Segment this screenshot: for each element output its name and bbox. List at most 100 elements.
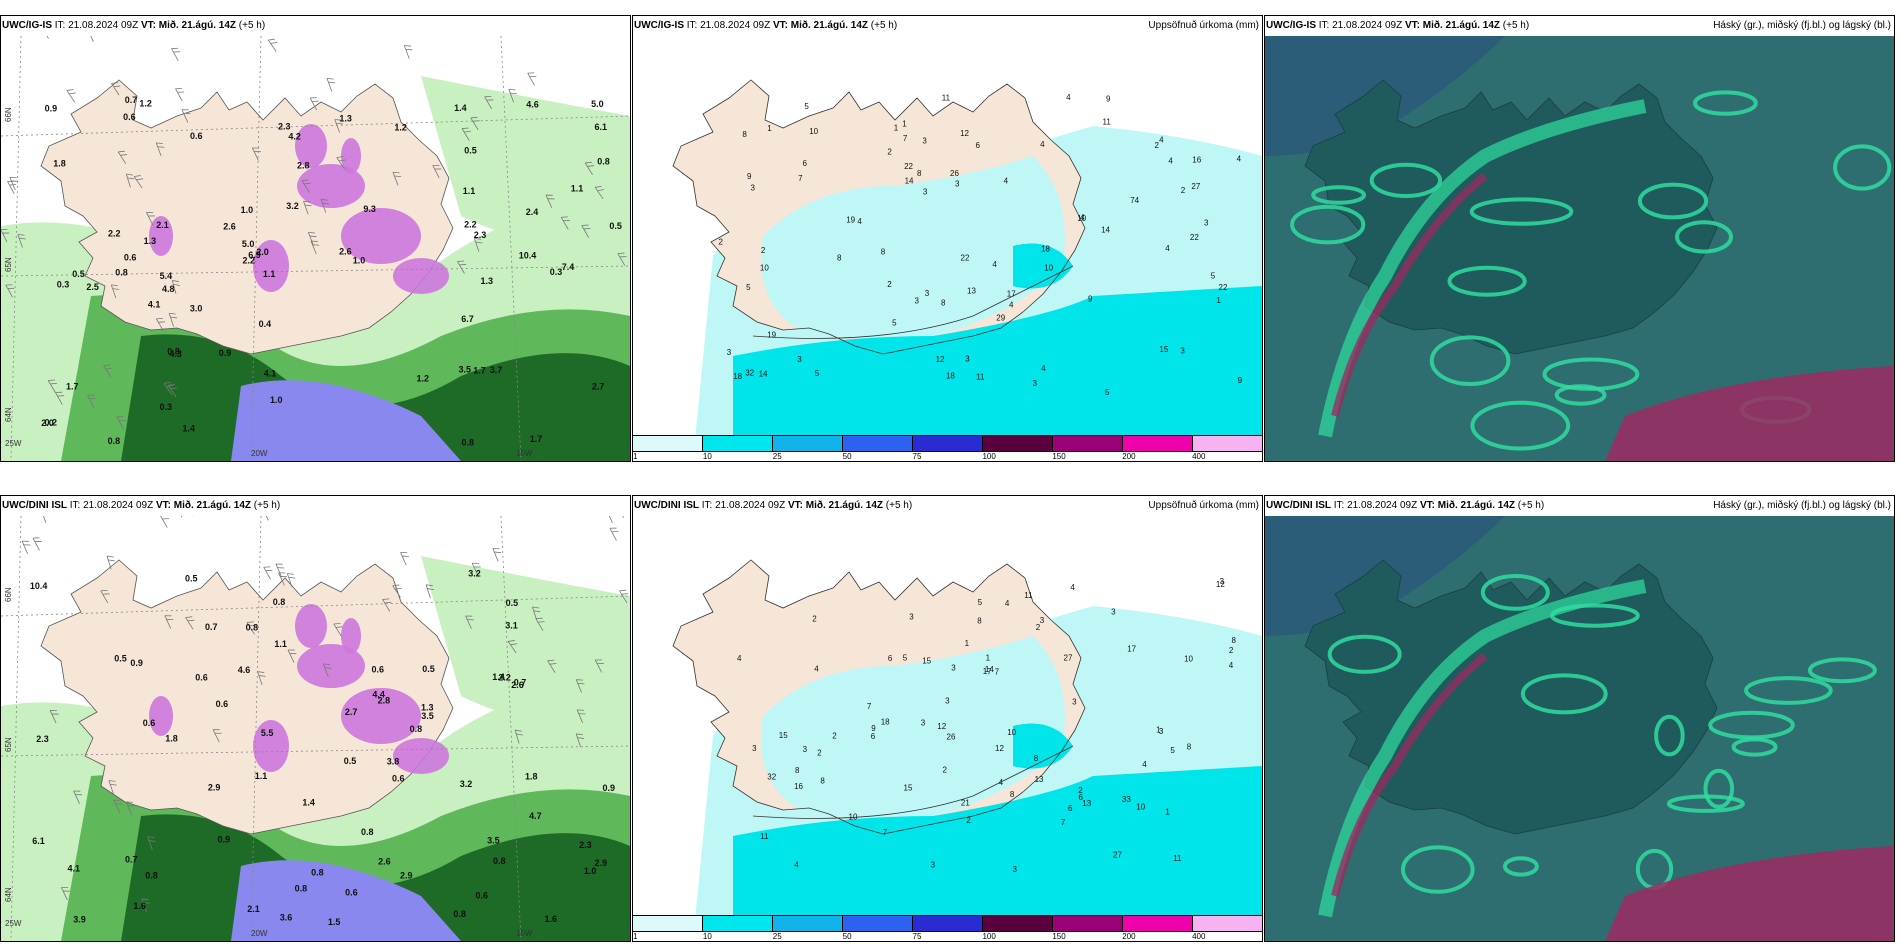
weather-map[interactable]: 66N 65N 64N 25W 20W 15W 0.9 0.5 0.6 0.7 0.5 0.6 0.5 0… (1, 516, 630, 941)
precip-value-label: 10.4 (30, 581, 48, 591)
precip-value-label: 2.9 (208, 783, 221, 793)
accum-value-label: 3 (797, 355, 802, 364)
weather-map[interactable]: 1 3 15 5 1 2 2 3 2 2 5 4 3 2 4 1 2 3 3 3 8 3 5 7 6 3 9 8 3 4 7 8 10 17 14 1… (633, 516, 1262, 941)
precip-blob (393, 738, 449, 774)
precip-value-label: 0.6 (123, 112, 136, 122)
map-canvas (1265, 516, 1894, 941)
accum-value-label: 10 (1184, 655, 1193, 664)
accum-value-label: 9 (747, 172, 752, 181)
wind-barb (181, 109, 191, 123)
precip-value-label: 2.8 (378, 696, 391, 706)
wind-barb (252, 147, 261, 161)
accum-value-label: 11 (1173, 854, 1182, 863)
accum-value-label: 8 (1034, 754, 1039, 763)
wind-barb (575, 733, 585, 748)
precip-value-label: 0.8 (493, 856, 506, 866)
accum-value-label: 5 (815, 369, 820, 378)
precip-value-label: 4.2 (288, 132, 301, 142)
accum-value-label: 13 (1082, 799, 1091, 808)
precip-area-light (1013, 723, 1073, 769)
accum-value-label: 1 (1165, 808, 1170, 817)
accum-value-label: 3 (915, 297, 920, 306)
wind-barb (471, 562, 481, 577)
weather-map[interactable] (1265, 36, 1894, 461)
precip-value-label: 2.7 (592, 382, 605, 392)
vt-value: Mið. 21.ágú. 14Z (1422, 20, 1500, 31)
model-name: UWC/DINI ISL (634, 500, 699, 511)
precip-area-light (1013, 243, 1073, 289)
accum-value-label: 1 (1156, 726, 1161, 735)
accum-value-label: 10 (1044, 264, 1053, 273)
wind-barb (73, 790, 83, 804)
wind-barb (171, 47, 181, 61)
accum-value-label: 2 (1036, 623, 1041, 632)
latitude-label: 64N (4, 887, 13, 902)
legend-swatch (913, 436, 983, 451)
wind-barb (535, 617, 545, 631)
precip-value-label: 7.4 (562, 262, 575, 272)
precip-value-label: 4.4 (372, 690, 385, 700)
precip-value-label: 0.8 (115, 267, 128, 277)
precip-value-label: 0.5 (72, 269, 85, 279)
precip-value-label: 1.2 (139, 99, 152, 109)
weather-map[interactable]: 66N 65N 64N 25W 20W 15W 0.6 0.9 1.0 1.0 0.5 1.3 1.0 1… (1, 36, 630, 461)
legend-swatch (703, 916, 773, 931)
cloud-contour (1470, 400, 1571, 451)
lead-time: (+5 h) (870, 20, 898, 31)
wind-barb (159, 516, 170, 528)
precip-value-label: 1.1 (255, 771, 268, 781)
vt-label: VT: (1404, 20, 1420, 31)
legend-swatch (633, 436, 703, 451)
accum-value-label: 4 (1080, 213, 1085, 222)
precip-value-label: 1.7 (473, 366, 486, 376)
wind-barb (576, 709, 586, 723)
precip-value-label: 0.7 (125, 95, 138, 105)
accum-value-label: 4 (857, 217, 862, 226)
precip-value-label: 1.1 (274, 639, 287, 649)
precip-value-label: 4.8 (162, 284, 175, 294)
wind-barb (392, 584, 402, 598)
coastline (672, 79, 1086, 355)
accum-value-label: 1 (894, 124, 899, 133)
precip-value-label: 0.7 (205, 622, 218, 632)
precip-value-label: 2.3 (579, 840, 592, 850)
precip-value-label: 1.6 (545, 914, 558, 924)
wind-barb (117, 150, 128, 164)
accum-value-label: 22 (961, 254, 970, 263)
lead-time: (+5 h) (238, 20, 266, 31)
wind-barb (125, 173, 135, 188)
precip-blob (253, 720, 289, 772)
precip-value-label: 0.9 (218, 834, 231, 844)
precip-value-label: 6.1 (32, 836, 45, 846)
lead-time: (+5 h) (885, 500, 913, 511)
legend-swatch (633, 916, 703, 931)
legend-swatch (773, 916, 843, 931)
wind-barb (594, 185, 605, 200)
accum-value-label: 4 (737, 654, 742, 663)
cloud-contour (1502, 856, 1539, 877)
precip-value-label: 1.8 (525, 771, 538, 781)
it-label: IT: (54, 20, 66, 31)
legend-swatch (843, 916, 913, 931)
cloud-contour (1369, 162, 1443, 198)
longitude-line (250, 516, 262, 941)
accum-value-label: 3 (951, 664, 956, 673)
cloud-contour (1520, 673, 1608, 715)
precip-blob (297, 644, 365, 688)
legend-swatch (773, 436, 843, 451)
precip-value-label: 6.7 (461, 314, 474, 324)
weather-map[interactable]: 1 1 2 1 2 1 3 4 3 5 2 2 3 3 3 4 5 6 3 4 9 7 5 4 4 3 4 5 3 3 8 5 6 3 11 12 2 4… (633, 36, 1262, 461)
precip-value-label: 2.3 (36, 734, 49, 744)
accum-value-label: 4 (1237, 155, 1242, 164)
cloud-contour (1654, 714, 1685, 757)
it-value: 21.08.2024 09Z (1347, 500, 1418, 511)
precip-area-lightest (761, 636, 1065, 820)
wind-barb (1, 229, 10, 243)
weather-map[interactable] (1265, 516, 1894, 941)
accum-value-label: 27 (1064, 654, 1073, 663)
panel-header: UWC/IG-IS IT: 21.08.2024 09Z VT: Mið. 21… (1265, 16, 1894, 36)
accum-value-label: 3 (727, 348, 732, 357)
precip-value-label: 1.2 (417, 374, 430, 384)
legend-swatch (703, 436, 773, 451)
accum-value-label: 2 (887, 280, 892, 289)
